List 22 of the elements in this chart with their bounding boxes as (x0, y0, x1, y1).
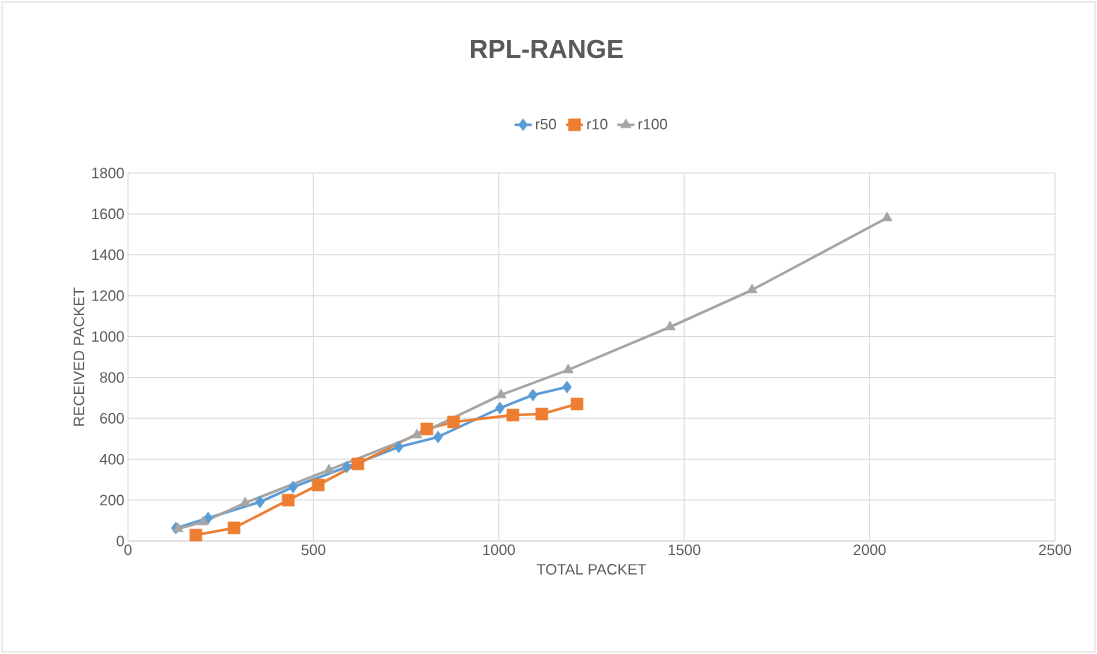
legend-label: r100 (638, 118, 668, 130)
y-tick-label: 0 (116, 535, 124, 547)
y-tick-label: 1200 (92, 290, 124, 301)
x-tick-label: 2500 (1039, 544, 1072, 556)
x-tick-label: 1500 (668, 544, 701, 556)
y-tick-label: 400 (99, 453, 124, 465)
y-tick-label: 1400 (92, 249, 124, 261)
x-tick-label: 0 (124, 544, 132, 556)
y-tick-label: 1000 (92, 331, 124, 342)
y-tick-label: 200 (100, 494, 124, 506)
x-tick-label: 500 (301, 544, 326, 556)
y-axis-title: RECEIVED PACKET (73, 287, 85, 426)
y-tick-label: 600 (100, 413, 124, 424)
x-tick-label: 2000 (853, 544, 886, 556)
x-axis-title: TOTAL PACKET (536, 564, 647, 575)
chart-title: RPL-RANGE (470, 39, 623, 59)
y-tick-label: 1800 (92, 167, 124, 179)
y-tick-label: 800 (100, 372, 124, 383)
x-tick-label: 1000 (483, 544, 515, 556)
y-tick-label: 1600 (92, 208, 124, 220)
legend-label: r10 (587, 118, 608, 130)
legend-label: r50 (535, 118, 557, 130)
